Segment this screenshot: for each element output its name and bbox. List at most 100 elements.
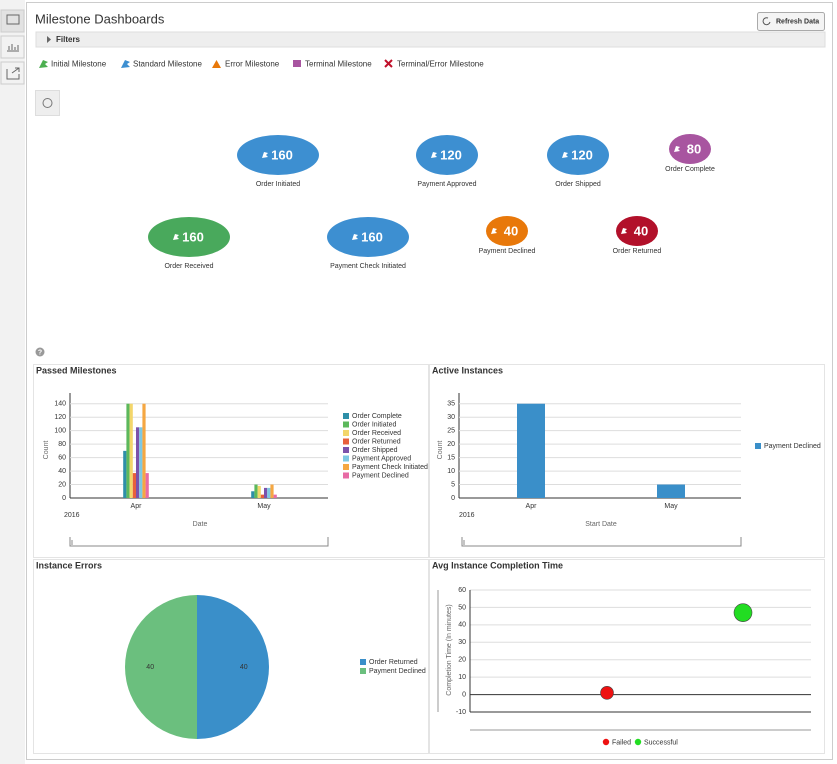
y-tick-label: 35 xyxy=(447,401,455,408)
y-tick-label: 100 xyxy=(54,428,66,435)
milestone-count: 160 xyxy=(271,147,293,162)
bar xyxy=(270,484,274,498)
legend-marker xyxy=(602,738,610,746)
milestone-count: 160 xyxy=(182,229,204,244)
bar xyxy=(136,427,140,498)
y-tick-label: 40 xyxy=(58,468,66,475)
bar xyxy=(123,450,127,498)
legend-label: Order Initiated xyxy=(352,421,396,428)
sidebar-tab[interactable] xyxy=(0,9,25,33)
y-tick-label: 60 xyxy=(58,454,66,461)
milestone-label: Order Initiated xyxy=(256,181,300,188)
milestone-node[interactable] xyxy=(547,135,609,175)
bar xyxy=(145,473,149,498)
milestone-node[interactable] xyxy=(148,217,230,257)
refresh-button[interactable] xyxy=(757,12,825,31)
x-tick-label: May xyxy=(664,503,678,510)
legend-icon xyxy=(39,60,48,68)
filters-label: Filters xyxy=(56,35,81,44)
milestone-count: 80 xyxy=(687,141,701,156)
legend-label: Order Returned xyxy=(352,438,401,445)
chart-title: Passed Milestones xyxy=(36,365,117,375)
refresh-icon xyxy=(762,17,771,26)
bar xyxy=(129,403,133,498)
milestone-icon xyxy=(262,152,268,158)
legend-swatch xyxy=(360,668,366,674)
legend-swatch xyxy=(343,413,349,419)
legend-icon xyxy=(212,60,221,68)
legend-swatch xyxy=(343,438,349,445)
milestone-count: 40 xyxy=(504,223,518,238)
chart-title: Avg Instance Completion Time xyxy=(432,560,563,570)
bar xyxy=(517,403,545,498)
milestone-node[interactable] xyxy=(237,135,319,175)
legend-marker xyxy=(634,738,642,746)
bar xyxy=(254,484,258,498)
chart-panel xyxy=(33,559,429,754)
y-tick-label: 0 xyxy=(451,495,455,502)
milestone-node[interactable] xyxy=(616,216,658,246)
slice-label: 40 xyxy=(146,664,154,671)
bar xyxy=(257,485,261,498)
milestone-node[interactable] xyxy=(486,216,528,246)
legend-swatch xyxy=(343,455,349,462)
legend-swatch xyxy=(343,447,349,453)
chart-panel xyxy=(33,364,429,558)
milestone-label: Payment Declined xyxy=(479,248,536,255)
y-tick-label: -10 xyxy=(456,709,466,716)
bar xyxy=(139,427,143,498)
milestone-label: Order Returned xyxy=(613,248,662,255)
chart-panel xyxy=(429,364,825,558)
chart-title: Instance Errors xyxy=(36,560,102,570)
map-button[interactable] xyxy=(35,90,60,116)
milestone-count: 120 xyxy=(440,147,462,162)
bar xyxy=(132,473,136,498)
bar xyxy=(260,494,264,498)
bar xyxy=(267,487,271,498)
legend-label: Standard Milestone xyxy=(133,60,202,69)
legend-icon xyxy=(121,60,130,68)
legend-label: Initial Milestone xyxy=(51,60,107,69)
legend-swatch xyxy=(360,659,366,665)
y-tick-label: 5 xyxy=(451,481,455,488)
legend-label: Terminal/Error Milestone xyxy=(397,60,484,69)
legend-label: Order Shipped xyxy=(352,447,398,454)
sidebar xyxy=(0,0,25,764)
x-sublabel: 2016 xyxy=(459,512,475,519)
y-axis-label: Completion Time (In minutes) xyxy=(446,604,453,695)
y-tick-label: 0 xyxy=(462,691,466,698)
pie-slice xyxy=(125,595,197,739)
y-tick-label: 25 xyxy=(447,428,455,435)
slice-label: 40 xyxy=(240,664,248,671)
milestone-label: Payment Approved xyxy=(417,181,476,188)
legend-label: Payment Approved xyxy=(352,455,411,462)
legend-label: Successful xyxy=(644,739,678,746)
chart-title: Active Instances xyxy=(432,365,503,375)
y-tick-label: 30 xyxy=(458,639,466,646)
filters-bar[interactable] xyxy=(35,31,826,48)
help-icon[interactable] xyxy=(35,347,45,357)
refresh-label: Refresh Data xyxy=(776,18,819,25)
milestone-node[interactable] xyxy=(416,135,478,175)
legend-icon xyxy=(384,59,393,68)
legend-label: Payment Check Initiated xyxy=(352,464,428,471)
legend-label: Error Milestone xyxy=(225,60,280,69)
legend-label: Order Received xyxy=(352,430,401,437)
y-tick-label: 10 xyxy=(447,468,455,475)
legend-label: Order Complete xyxy=(352,413,402,420)
milestone-label: Payment Check Initiated xyxy=(330,263,406,270)
y-tick-label: 20 xyxy=(458,657,466,664)
milestone-node[interactable] xyxy=(327,217,409,257)
compass-icon xyxy=(42,98,53,108)
y-tick-label: 20 xyxy=(447,441,455,448)
milestone-node[interactable] xyxy=(669,134,711,164)
milestone-count: 40 xyxy=(634,223,648,238)
legend-swatch xyxy=(343,472,349,479)
legend-swatch xyxy=(343,464,349,470)
milestone-icon xyxy=(431,152,437,158)
x-tick-label: May xyxy=(257,503,271,510)
legend-icon xyxy=(293,60,301,67)
page-title: Milestone Dashboards xyxy=(35,11,165,26)
y-tick-label: 20 xyxy=(58,481,66,488)
